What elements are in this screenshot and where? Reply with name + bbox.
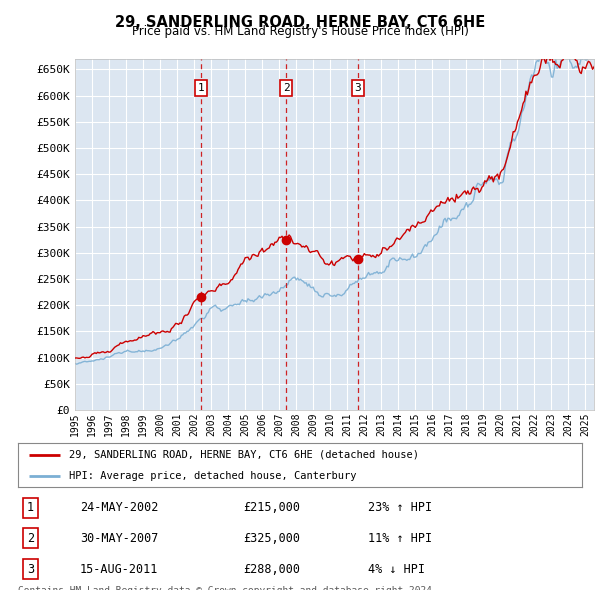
Text: 15-AUG-2011: 15-AUG-2011 (80, 562, 158, 576)
Text: 2: 2 (283, 83, 290, 93)
Text: 29, SANDERLING ROAD, HERNE BAY, CT6 6HE: 29, SANDERLING ROAD, HERNE BAY, CT6 6HE (115, 15, 485, 30)
Text: 2: 2 (27, 532, 34, 545)
Text: 29, SANDERLING ROAD, HERNE BAY, CT6 6HE (detached house): 29, SANDERLING ROAD, HERNE BAY, CT6 6HE … (69, 450, 419, 460)
Text: HPI: Average price, detached house, Canterbury: HPI: Average price, detached house, Cant… (69, 471, 356, 481)
Text: Price paid vs. HM Land Registry's House Price Index (HPI): Price paid vs. HM Land Registry's House … (131, 25, 469, 38)
Text: 30-MAY-2007: 30-MAY-2007 (80, 532, 158, 545)
Text: 3: 3 (27, 562, 34, 576)
Text: £288,000: £288,000 (244, 562, 301, 576)
Text: 4% ↓ HPI: 4% ↓ HPI (368, 562, 425, 576)
Text: 1: 1 (27, 501, 34, 514)
Text: £215,000: £215,000 (244, 501, 301, 514)
Text: Contains HM Land Registry data © Crown copyright and database right 2024.
This d: Contains HM Land Registry data © Crown c… (18, 586, 438, 590)
Text: 24-MAY-2002: 24-MAY-2002 (80, 501, 158, 514)
Text: 1: 1 (197, 83, 204, 93)
Text: 23% ↑ HPI: 23% ↑ HPI (368, 501, 432, 514)
Text: 11% ↑ HPI: 11% ↑ HPI (368, 532, 432, 545)
Text: 3: 3 (355, 83, 361, 93)
Text: £325,000: £325,000 (244, 532, 301, 545)
